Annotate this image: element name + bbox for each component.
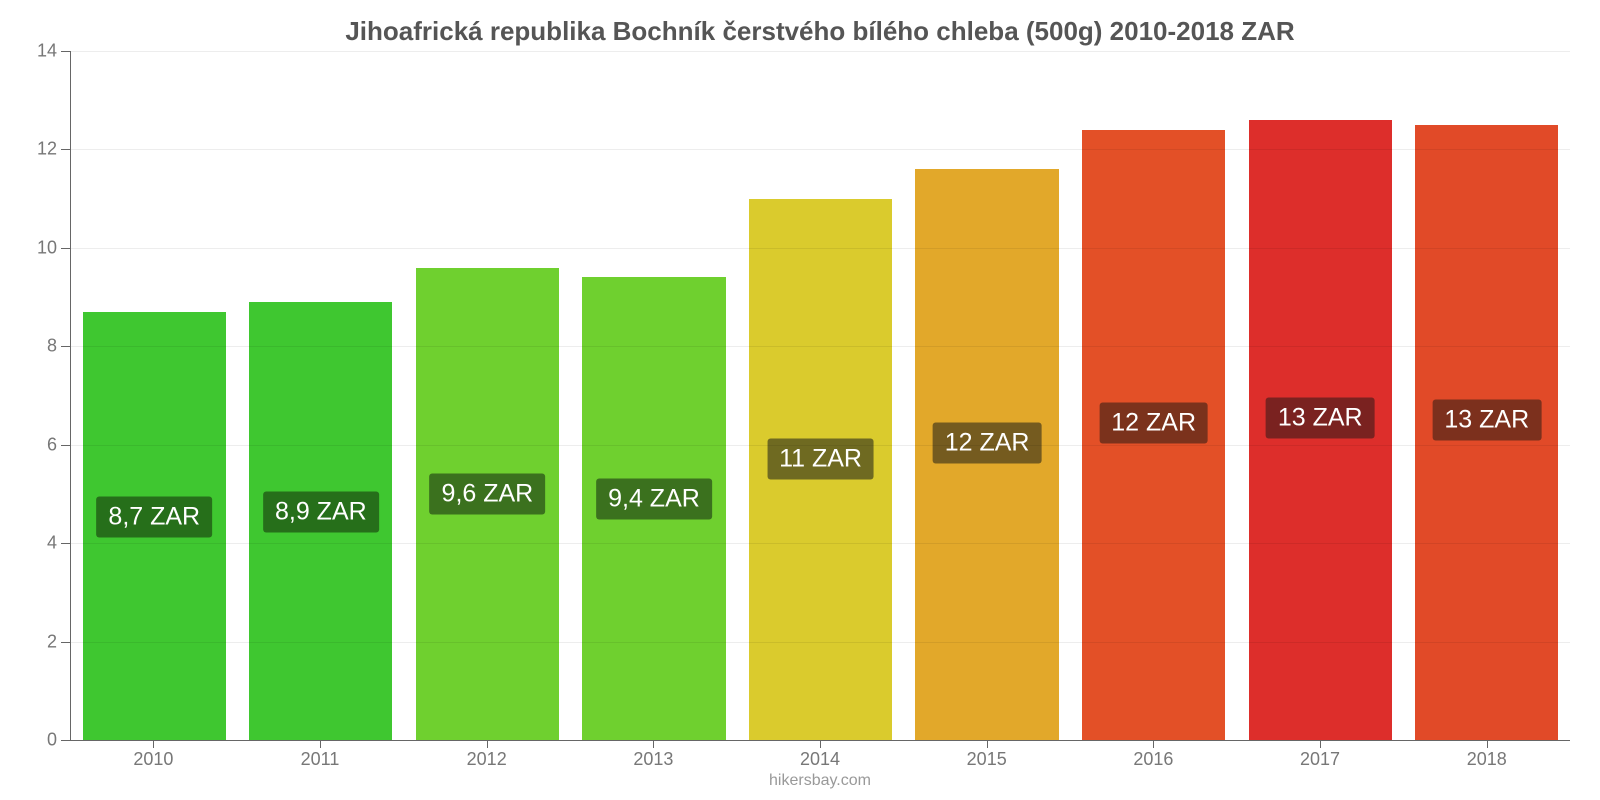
bars-group: 8,7 ZAR 8,9 ZAR 9,6 ZAR 9,4 ZAR 11 ZAR 12 ZAR… [71, 51, 1570, 740]
x-tick-text: 2012 [467, 749, 507, 769]
x-tick [487, 740, 488, 748]
bar-slot: 11 ZAR [737, 51, 904, 740]
bar-value-label: 12 ZAR [1099, 402, 1208, 443]
x-tick-text: 2016 [1133, 749, 1173, 769]
bar-slot: 12 ZAR [1070, 51, 1237, 740]
chart-credit: hikersbay.com [70, 772, 1570, 790]
x-tick-label: 2013 [570, 741, 737, 770]
bar-slot: 8,7 ZAR [71, 51, 238, 740]
x-tick [653, 740, 654, 748]
y-tick-label: 2 [47, 631, 71, 652]
y-tick-label: 8 [47, 336, 71, 357]
chart-container: Jihoafrická republika Bochník čerstvého … [0, 0, 1600, 800]
bar-slot: 9,6 ZAR [404, 51, 571, 740]
x-tick-text: 2018 [1467, 749, 1507, 769]
gridline [71, 248, 1570, 249]
bar-slot: 13 ZAR [1237, 51, 1404, 740]
x-tick [1153, 740, 1154, 748]
bar: 8,7 ZAR [83, 312, 226, 740]
bar-value-label: 8,9 ZAR [263, 492, 379, 533]
x-tick [1487, 740, 1488, 748]
gridline [71, 543, 1570, 544]
x-tick-label: 2011 [237, 741, 404, 770]
x-tick-label: 2017 [1237, 741, 1404, 770]
bar: 8,9 ZAR [249, 302, 392, 740]
y-tick-label: 4 [47, 533, 71, 554]
x-tick-text: 2017 [1300, 749, 1340, 769]
bar: 13 ZAR [1415, 125, 1558, 740]
x-tick-text: 2014 [800, 749, 840, 769]
x-tick-text: 2013 [633, 749, 673, 769]
x-tick [320, 740, 321, 748]
y-tick-label: 14 [37, 41, 71, 62]
plot-area: 8,7 ZAR 8,9 ZAR 9,6 ZAR 9,4 ZAR 11 ZAR 12 ZAR… [70, 51, 1570, 741]
x-tick-label: 2014 [737, 741, 904, 770]
bar: 11 ZAR [749, 199, 892, 740]
x-tick-text: 2010 [133, 749, 173, 769]
x-tick-label: 2010 [70, 741, 237, 770]
bar-slot: 9,4 ZAR [571, 51, 738, 740]
chart-title: Jihoafrická republika Bochník čerstvého … [70, 16, 1570, 47]
x-tick-label: 2016 [1070, 741, 1237, 770]
bar-value-label: 13 ZAR [1266, 397, 1375, 438]
bar: 12 ZAR [915, 169, 1058, 740]
bar-value-label: 9,6 ZAR [430, 474, 546, 515]
bar-slot: 12 ZAR [904, 51, 1071, 740]
gridline [71, 51, 1570, 52]
bar-slot: 8,9 ZAR [238, 51, 405, 740]
bar: 12 ZAR [1082, 130, 1225, 740]
x-tick-text: 2011 [301, 749, 340, 769]
bar: 13 ZAR [1249, 120, 1392, 740]
bar-slot: 13 ZAR [1404, 51, 1571, 740]
bar-value-label: 13 ZAR [1432, 400, 1541, 441]
x-tick-label: 2012 [403, 741, 570, 770]
x-tick-text: 2015 [967, 749, 1007, 769]
bar: 9,6 ZAR [416, 268, 559, 740]
y-tick-label: 12 [37, 139, 71, 160]
gridline [71, 346, 1570, 347]
bar-value-label: 8,7 ZAR [96, 497, 212, 538]
gridline [71, 445, 1570, 446]
bar-value-label: 12 ZAR [933, 423, 1042, 464]
y-tick-label: 6 [47, 434, 71, 455]
x-tick [153, 740, 154, 748]
x-tick [1320, 740, 1321, 748]
gridline [71, 149, 1570, 150]
x-tick [987, 740, 988, 748]
x-axis-labels: 2010 2011 2012 2013 2014 2015 2016 2017 2018 [70, 741, 1570, 770]
x-tick [820, 740, 821, 748]
x-tick-label: 2015 [903, 741, 1070, 770]
y-tick-label: 0 [47, 730, 71, 751]
bar-value-label: 9,4 ZAR [596, 479, 712, 520]
x-tick-label: 2018 [1403, 741, 1570, 770]
gridline [71, 642, 1570, 643]
y-tick-label: 10 [37, 237, 71, 258]
